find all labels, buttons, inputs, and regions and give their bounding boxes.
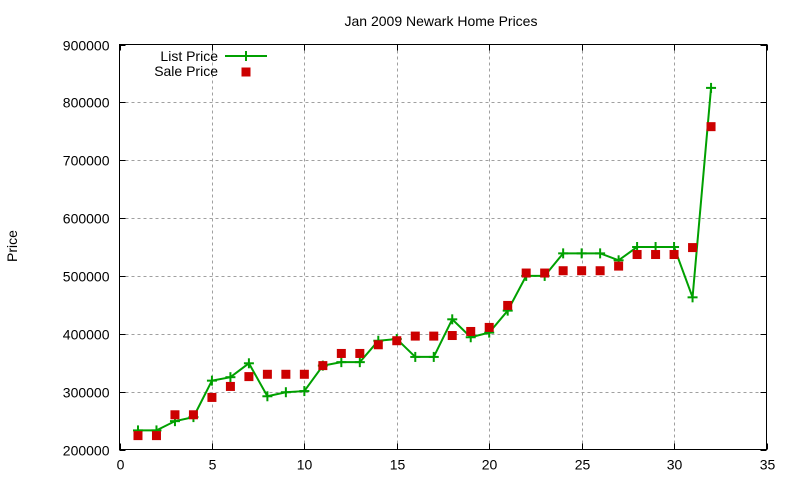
- x-tick-label: 0: [117, 457, 125, 473]
- sale-price-marker: [281, 369, 291, 379]
- sale-price-marker: [688, 243, 698, 253]
- y-axis-ticks: 200000 300000 400000 500000 600000 700000 8000…: [63, 38, 767, 459]
- x-tick-label: 20: [482, 457, 498, 473]
- list-price-line: [137, 87, 713, 432]
- plot-frame: [119, 44, 767, 450]
- sale-price-marker: [373, 340, 383, 350]
- y-axis-label: Price: [4, 230, 20, 262]
- sale-price-marker: [188, 410, 198, 420]
- sale-price-marker: [133, 431, 143, 441]
- sale-price-marker: [503, 300, 513, 310]
- sale-price-marker: [484, 322, 494, 332]
- sale-price-marker: [614, 261, 624, 271]
- x-tick-label: 5: [209, 457, 217, 473]
- y-tick-label: 900000: [63, 38, 110, 54]
- sale-price-marker: [207, 392, 217, 402]
- legend-marker-list-price: [225, 51, 267, 61]
- sale-price-marker: [632, 250, 642, 260]
- x-tick-label: 15: [390, 457, 406, 473]
- y-tick-label: 600000: [63, 211, 110, 227]
- legend: List Price Sale Price: [154, 48, 267, 79]
- x-tick-label: 10: [297, 457, 313, 473]
- sale-price-marker: [540, 268, 550, 278]
- sale-price-marker: [429, 331, 439, 341]
- series-sale-price: [133, 122, 716, 441]
- x-axis-ticks: 0 5 10 15 20 25 30 35: [117, 44, 776, 473]
- x-tick-label: 30: [667, 457, 683, 473]
- sale-price-marker: [447, 331, 457, 341]
- x-tick-label: 35: [760, 457, 776, 473]
- sale-price-marker: [706, 122, 716, 132]
- sale-price-marker: [262, 369, 272, 379]
- y-tick-label: 800000: [63, 95, 110, 111]
- sale-price-marker: [651, 250, 661, 260]
- y-tick-label: 200000: [63, 443, 110, 459]
- sale-price-marker: [410, 331, 420, 341]
- legend-label-list-price: List Price: [160, 48, 218, 64]
- y-tick-label: 300000: [63, 385, 110, 401]
- sale-price-marker: [521, 268, 531, 278]
- chart-title: Jan 2009 Newark Home Prices: [345, 13, 538, 29]
- sale-price-marker: [577, 266, 587, 276]
- legend-label-sale-price: Sale Price: [154, 63, 218, 79]
- sale-price-marker: [336, 348, 346, 358]
- legend-marker-sale-price: [241, 67, 251, 77]
- y-tick-label: 500000: [63, 269, 110, 285]
- sale-price-marker: [225, 381, 235, 391]
- series-list-price: [132, 82, 717, 436]
- sale-price-marker: [170, 410, 180, 420]
- sale-price-marker: [466, 326, 476, 336]
- sale-price-marker: [151, 431, 161, 441]
- sale-price-marker: [558, 266, 568, 276]
- sale-price-marker: [392, 336, 402, 346]
- sale-price-marker: [244, 372, 254, 382]
- sale-price-marker: [669, 250, 679, 260]
- y-tick-label: 400000: [63, 327, 110, 343]
- sale-price-marker: [595, 266, 605, 276]
- y-tick-label: 700000: [63, 153, 110, 169]
- sale-price-marker: [318, 361, 328, 371]
- sale-price-marker: [299, 369, 309, 379]
- x-tick-label: 25: [575, 457, 591, 473]
- sale-price-marker: [355, 348, 365, 358]
